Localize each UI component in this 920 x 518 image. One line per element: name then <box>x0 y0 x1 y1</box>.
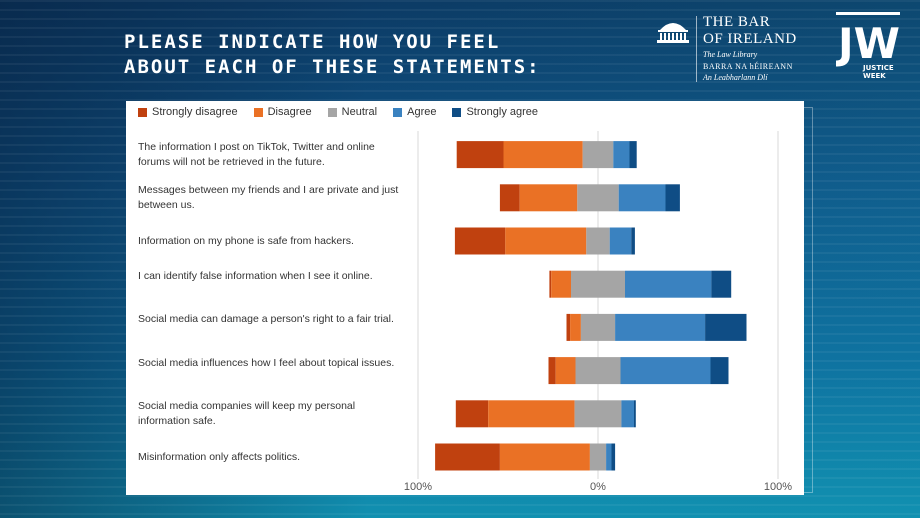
bar-strongly-agree <box>611 443 616 471</box>
justice-week-mark-icon: JW <box>835 12 900 68</box>
bar-neutral <box>571 270 625 298</box>
legend-item-neutral: Neutral <box>327 106 378 118</box>
bar-agree <box>621 400 634 428</box>
category-label: Misinformation only affects politics. <box>138 450 301 463</box>
legend-item-strongly-disagree: Strongly disagree <box>138 106 238 118</box>
legend-label: Neutral <box>341 106 378 118</box>
legend-label: Strongly agree <box>466 106 539 118</box>
legend-item-disagree: Disagree <box>253 106 312 118</box>
legend-swatch-disagree <box>253 107 263 117</box>
bar-agree <box>618 184 666 212</box>
bar-neutral <box>580 313 616 341</box>
chart-legend: Strongly disagree Disagree Neutral Agree… <box>138 106 538 118</box>
legend-label: Agree <box>407 106 437 118</box>
justice-week-label: JUSTICE WEEK <box>863 64 894 80</box>
bar-disagree <box>519 184 578 212</box>
bar-agree <box>620 357 711 385</box>
justice-week-logo: JW JUSTICE WEEK <box>835 12 900 84</box>
legend-label: Strongly disagree <box>152 106 238 118</box>
bar-strongly-disagree <box>435 443 500 471</box>
bar-strongly-agree <box>629 141 637 169</box>
bar-disagree <box>499 443 590 471</box>
bar-strongly-disagree <box>549 270 552 298</box>
bar-strongly-agree <box>631 227 635 255</box>
legend-item-agree: Agree <box>393 106 436 118</box>
logo-irish-name: BARRA NA hÉIREANN <box>703 62 793 71</box>
legend-swatch-neutral <box>327 107 337 117</box>
bar-agree <box>606 443 612 471</box>
bar-neutral <box>582 141 614 169</box>
logo-line-1: THE BAR <box>703 14 771 30</box>
bar-agree <box>613 141 630 169</box>
bar-neutral <box>574 400 622 428</box>
jw-line-2: WEEK <box>863 72 886 80</box>
bar-agree <box>625 270 712 298</box>
title-line-2: ABOUT EACH OF THESE STATEMENTS: <box>124 56 541 78</box>
bar-strongly-agree <box>665 184 680 212</box>
category-label: Social media companies will keep my pers… <box>138 399 356 427</box>
bar-disagree <box>488 400 575 428</box>
bar-disagree <box>503 141 583 169</box>
bar-strongly-disagree <box>454 227 506 255</box>
bar-disagree <box>551 270 571 298</box>
jw-mark-text: JW <box>836 19 900 68</box>
bar-strongly-agree <box>705 313 747 341</box>
bar-neutral <box>589 443 607 471</box>
category-label: Social media can damage a person's right… <box>138 313 394 326</box>
bar-disagree <box>570 313 581 341</box>
bar-agree <box>615 313 706 341</box>
category-label: Messages between my friends and I are pr… <box>138 183 399 211</box>
category-label: Social media influences how I feel about… <box>138 356 395 369</box>
x-tick-label: 0% <box>590 481 606 493</box>
bar-strongly-agree <box>710 357 729 385</box>
bar-disagree <box>505 227 587 255</box>
bar-strongly-disagree <box>566 313 571 341</box>
bar-agree <box>609 227 632 255</box>
x-tick-label: 100% <box>764 481 792 493</box>
chart-panel: Strongly disagree Disagree Neutral Agree… <box>126 101 804 495</box>
logo-org-name: THE BAR OF IRELAND <box>703 14 797 48</box>
legend-swatch-strongly-disagree <box>138 107 147 117</box>
category-label: Information on my phone is safe from hac… <box>138 234 354 247</box>
bar-strongly-disagree <box>548 357 556 385</box>
bar-strongly-disagree <box>456 141 504 169</box>
bar-strongly-agree <box>711 270 732 298</box>
logo-divider <box>696 16 697 82</box>
bar-strongly-disagree <box>499 184 520 212</box>
category-label: I can identify false information when I … <box>138 270 373 283</box>
legend-label: Disagree <box>267 106 312 118</box>
law-library-dome-icon <box>657 23 689 43</box>
jw-line-1: JUSTICE <box>863 64 894 72</box>
panel-shadow-edge <box>804 107 813 493</box>
bar-strongly-disagree <box>455 400 489 428</box>
bar-neutral <box>586 227 610 255</box>
logo-subtitle: The Law Library <box>703 50 758 59</box>
title-line-1: PLEASE INDICATE HOW YOU FEEL <box>124 31 501 53</box>
legend-swatch-agree <box>393 107 403 117</box>
diverging-bar-chart: 100% 0% 100% <box>404 131 792 493</box>
logo-irish-subtitle: An Leabharlann Dlí <box>703 73 768 82</box>
bar-strongly-agree <box>634 400 636 428</box>
legend-swatch-strongly-agree <box>452 107 462 117</box>
legend-item-strongly-agree: Strongly agree <box>452 106 538 118</box>
logo-line-2: OF IRELAND <box>703 31 797 47</box>
x-tick-label: 100% <box>404 481 432 493</box>
bar-neutral <box>577 184 619 212</box>
bar-of-ireland-logo: THE BAR OF IRELAND The Law Library BARRA… <box>656 14 816 86</box>
bar-disagree <box>555 357 576 385</box>
category-label: The information I post on TikTok, Twitte… <box>138 140 375 168</box>
page-title: PLEASE INDICATE HOW YOU FEEL ABOUT EACH … <box>124 30 541 80</box>
bar-neutral <box>575 357 621 385</box>
